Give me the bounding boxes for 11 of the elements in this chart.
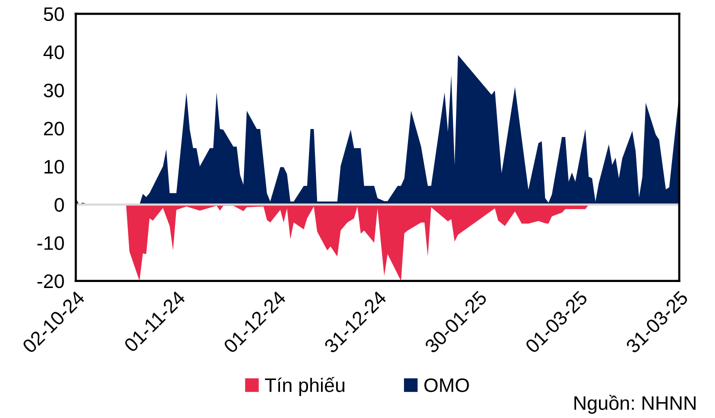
y-tick-label: 40 [44,45,64,60]
legend-label: Tín phiếu [265,376,344,396]
y-tick-label: -20 [37,274,64,288]
y-tick-label: 0 [54,198,64,212]
legend-label: OMO [424,378,469,392]
y-tick-label: 20 [44,122,64,136]
y-tick-label: 30 [44,84,64,98]
text: Nguồn: NHNN [574,394,696,414]
y-tick-label: -10 [37,236,64,250]
y-tick-label: 10 [44,160,64,174]
y-tick-label: 50 [44,7,64,22]
